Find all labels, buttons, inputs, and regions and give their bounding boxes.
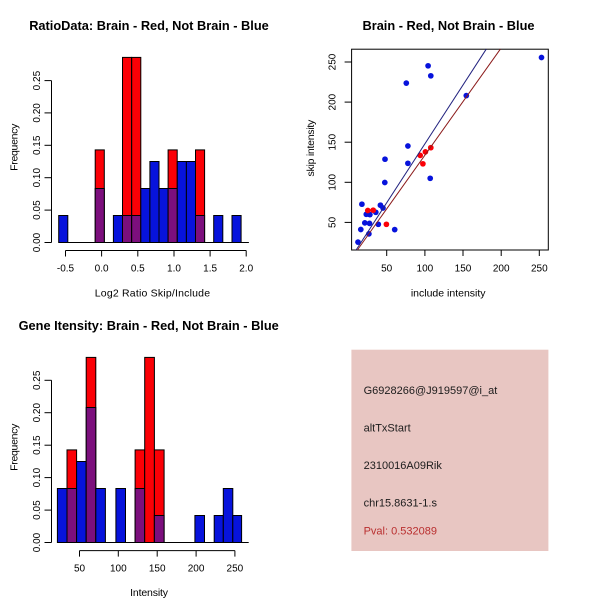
svg-text:200: 200	[328, 93, 339, 110]
svg-text:50: 50	[74, 564, 86, 575]
svg-text:Frequency: Frequency	[9, 123, 21, 171]
svg-text:Pval: 0.532089: Pval: 0.532089	[364, 525, 437, 537]
svg-text:RatioData: Brain - Red, Not Br: RatioData: Brain - Red, Not Brain - Blue	[29, 18, 269, 33]
svg-text:2310016A09Rik: 2310016A09Rik	[364, 460, 443, 472]
svg-text:-0.5: -0.5	[57, 264, 75, 275]
svg-text:altTxStart: altTxStart	[364, 422, 411, 434]
svg-text:G6928266@J919597@i_at: G6928266@J919597@i_at	[364, 385, 498, 397]
svg-text:0.10: 0.10	[32, 467, 43, 487]
svg-text:Brain - Red, Not Brain - Blue: Brain - Red, Not Brain - Blue	[362, 18, 534, 33]
svg-text:0.20: 0.20	[32, 403, 43, 423]
svg-text:Log2 Ratio Skip/Include: Log2 Ratio Skip/Include	[95, 287, 211, 299]
svg-text:skip intensity: skip intensity	[305, 119, 317, 176]
svg-text:include intensity: include intensity	[411, 287, 486, 299]
svg-text:0.00: 0.00	[32, 532, 43, 552]
svg-text:0.20: 0.20	[32, 103, 43, 123]
svg-text:0.10: 0.10	[32, 168, 43, 188]
svg-text:200: 200	[188, 564, 205, 575]
svg-text:Intensity: Intensity	[130, 587, 169, 599]
svg-text:100: 100	[110, 564, 127, 575]
svg-text:0.15: 0.15	[32, 435, 43, 455]
svg-text:200: 200	[493, 264, 510, 275]
svg-text:0.0: 0.0	[95, 264, 109, 275]
svg-text:50: 50	[328, 216, 339, 228]
svg-text:100: 100	[328, 174, 339, 191]
svg-text:Gene Itensity: Brain - Red, No: Gene Itensity: Brain - Red, Not Brain - …	[19, 318, 279, 333]
svg-text:1.5: 1.5	[203, 264, 217, 275]
svg-text:0.25: 0.25	[32, 370, 43, 390]
svg-text:250: 250	[227, 564, 244, 575]
svg-text:1.0: 1.0	[167, 264, 181, 275]
svg-text:2.0: 2.0	[239, 264, 253, 275]
svg-text:0.00: 0.00	[32, 232, 43, 252]
svg-text:100: 100	[417, 264, 434, 275]
svg-text:250: 250	[531, 264, 548, 275]
svg-text:0.05: 0.05	[32, 200, 43, 220]
svg-text:150: 150	[328, 133, 339, 150]
svg-text:0.5: 0.5	[131, 264, 145, 275]
svg-text:150: 150	[149, 564, 166, 575]
svg-text:0.25: 0.25	[32, 70, 43, 90]
svg-text:0.05: 0.05	[32, 500, 43, 520]
svg-text:150: 150	[455, 264, 472, 275]
svg-text:Frequency: Frequency	[9, 423, 21, 471]
svg-text:chr15.8631-1.s: chr15.8631-1.s	[364, 497, 438, 509]
svg-text:250: 250	[328, 53, 339, 70]
svg-text:50: 50	[381, 264, 393, 275]
svg-text:0.15: 0.15	[32, 135, 43, 155]
